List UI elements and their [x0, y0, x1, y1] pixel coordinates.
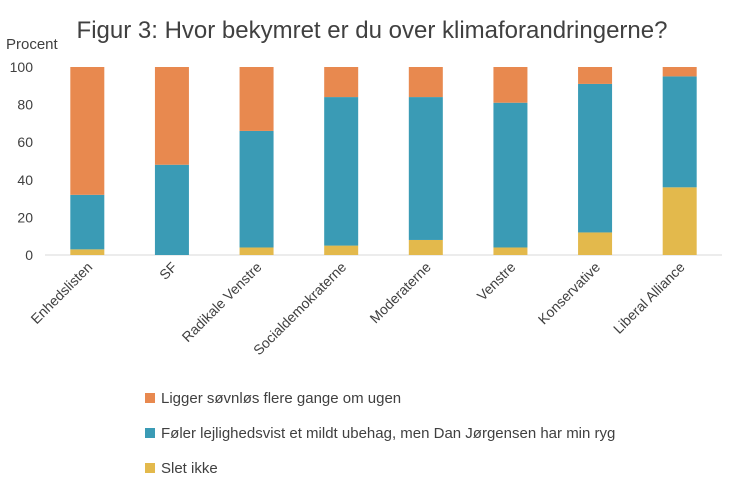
bar-segment	[239, 67, 274, 131]
bar-segment	[578, 67, 613, 84]
legend-item: Føler lejlighedsvist et mildt ubehag, me…	[145, 423, 615, 443]
bar-segment	[324, 97, 359, 246]
y-tick-label: 40	[17, 172, 33, 188]
legend-swatch	[145, 463, 155, 473]
legend-item: Slet ikke	[145, 458, 615, 478]
y-tick-label: 20	[17, 209, 33, 225]
x-tick-label: Radikale Venstre	[179, 259, 265, 345]
bar-segment	[493, 67, 528, 103]
legend-swatch	[145, 428, 155, 438]
bar-segment	[324, 67, 359, 98]
x-tick-label: Moderaterne	[366, 259, 434, 327]
bar-segment	[324, 245, 359, 255]
bar-segment	[70, 249, 105, 255]
y-tick-label: 80	[17, 97, 33, 113]
legend-swatch	[145, 393, 155, 403]
x-tick-label: Liberal Alliance	[610, 259, 688, 337]
bar-segment	[408, 97, 443, 240]
y-tick-label: 100	[10, 59, 34, 75]
bar-segment	[493, 247, 528, 255]
bar-segment	[154, 67, 189, 165]
bar-segment	[239, 247, 274, 255]
x-tick-label: SF	[156, 259, 180, 283]
legend: Ligger søvnløs flere gange om ugen Føler…	[145, 388, 615, 493]
legend-label: Føler lejlighedsvist et mildt ubehag, me…	[161, 424, 616, 442]
legend-item: Ligger søvnløs flere gange om ugen	[145, 388, 615, 408]
bar-segment	[578, 83, 613, 233]
x-tick-label: Socialdemokraterne	[250, 259, 350, 359]
y-axis: 0 20 40 60 80 100	[10, 59, 722, 263]
x-tick-label: Konservative	[535, 259, 604, 328]
y-axis-label: Procent	[6, 36, 59, 53]
x-tick-label: Venstre	[474, 259, 519, 304]
bar-segment	[578, 232, 613, 255]
bar-segment	[662, 76, 697, 188]
x-tick-label: Enhedslisten	[27, 259, 95, 327]
bar-segment	[408, 67, 443, 98]
bar-segment	[239, 130, 274, 248]
y-tick-label: 0	[25, 247, 33, 263]
bar-segment	[662, 67, 697, 77]
bar-segment	[662, 187, 697, 255]
legend-label: Slet ikke	[161, 459, 218, 477]
legend-label: Ligger søvnløs flere gange om ugen	[161, 389, 402, 407]
bar-segment	[493, 102, 528, 248]
bar-segment	[408, 239, 443, 255]
bars	[70, 67, 697, 255]
y-tick-label: 60	[17, 134, 33, 150]
bar-segment	[154, 164, 189, 255]
bar-segment	[70, 194, 105, 250]
chart-title: Figur 3: Hvor bekymret er du over klimaf…	[77, 17, 668, 44]
bar-segment	[70, 67, 105, 195]
